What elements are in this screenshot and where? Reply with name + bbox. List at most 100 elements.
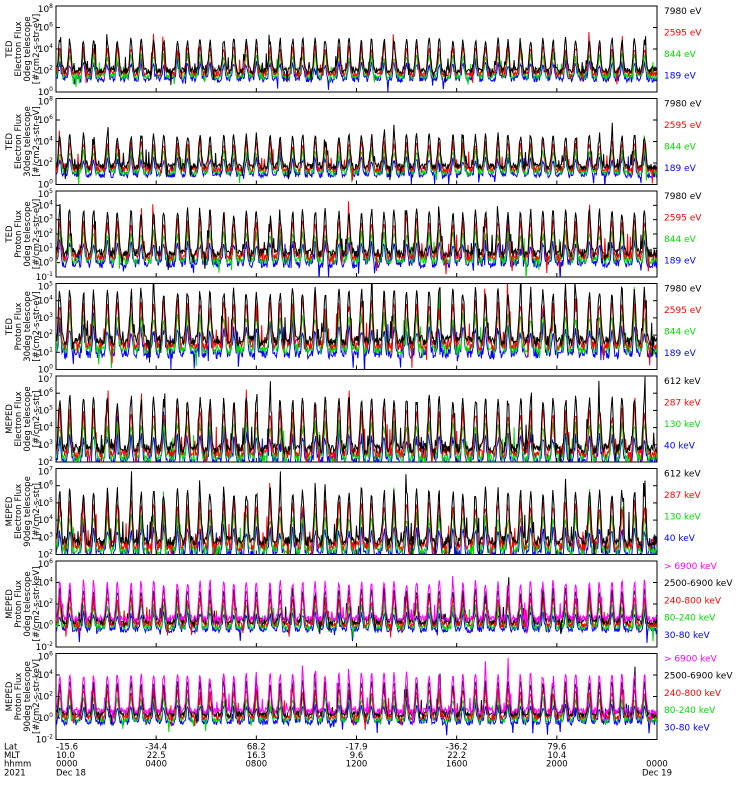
flux-trace [56,482,657,555]
x-tick-label: 16.3 [247,751,266,761]
y-axis-label: MEPED [5,404,15,434]
flux-trace [56,657,657,726]
x-tick-label: 2000 [546,760,568,770]
y-axis-label: [#/cm2-s-str] [32,391,42,448]
y-tick-label: 108 [38,3,53,15]
x-tick-label: 79.6 [547,743,566,753]
y-axis-label: 0deg telescope [23,571,33,636]
y-axis-label: [#/cm2-s-str-eV] [32,199,42,269]
channel-legend-label: > 6900 keV [664,562,718,572]
trace-group [56,657,657,736]
flux-trace [56,575,657,634]
y-axis-label: MEPED [5,496,15,526]
channel-legend-label: 2595 eV [664,306,702,316]
channel-legend-label: 40 keV [664,534,696,544]
x-tick-label: 68.2 [247,743,266,753]
y-axis-label: [#/cm2-s-str-keV] [32,659,42,734]
y-axis-label: Electron Flux [14,484,24,539]
flux-trace [56,135,657,185]
y-axis-label: MEPED [5,681,15,711]
y-tick-label: 105 [38,281,53,293]
channel-legend-label: 2500-6900 keV [664,579,733,589]
y-axis-label: [#/cm2-s-str-keV] [32,567,42,642]
flux-trace [56,34,657,86]
y-axis-label: Proton Flux [14,303,24,351]
channel-legend-label: > 6900 keV [664,655,718,665]
y-axis-label: [#/cm2-s-str-eV] [32,291,42,361]
x-tick-label: Dec 19 [642,768,672,778]
y-axis-label: 30deg telescope [23,291,33,362]
channel-legend-label: 189 eV [664,164,697,174]
channel-legend-label: 130 keV [664,420,701,430]
trace-group [56,575,657,643]
y-axis-label: [#/cm2-s-str-eV] [32,14,42,84]
channel-legend-label: 7980 eV [664,192,702,202]
x-tick-label: 22.5 [147,751,166,761]
x-axis-row-label: MLT [4,751,21,761]
x-tick-label: -36.2 [446,743,468,753]
channel-legend-label: 30-80 keV [664,631,710,641]
y-axis-label: Electron Flux [14,391,24,446]
y-axis-label: 30deg telescope [23,106,33,177]
channel-legend-label: 240-800 keV [664,596,722,606]
channel-legend-label: 7980 eV [664,7,702,17]
flux-trace [56,283,657,363]
flux-trace [56,471,657,555]
channel-legend-label: 30-80 keV [664,723,710,733]
channel-legend-label: 130 keV [664,513,701,523]
flux-trace [56,204,657,271]
channel-legend-label: 612 keV [664,377,701,387]
y-axis-label: Proton Flux [14,580,24,628]
channel-legend-label: 2500-6900 keV [664,672,733,682]
y-axis-label: Electron Flux [14,114,24,169]
y-axis-label: Electron Flux [14,21,24,76]
x-tick-label: 0400 [145,760,167,770]
flux-trace [56,283,657,368]
channel-legend-label: 189 eV [664,257,697,267]
flux-trace [56,589,657,638]
channel-legend-label: 287 keV [664,491,701,501]
x-tick-label: 9.6 [350,751,364,761]
channel-legend-label: 189 eV [664,72,697,82]
flux-trace [56,219,657,277]
y-axis-label: Proton Flux [14,673,24,721]
channel-legend-label: 40 keV [664,442,696,452]
y-tick-label: 105 [38,188,53,200]
y-axis-label: TED [5,132,15,151]
y-tick-label: 107 [38,466,53,478]
x-axis-row-label: Lat [4,743,18,753]
x-tick-label: 1600 [446,760,468,770]
y-axis-label: Proton Flux [14,210,24,258]
flux-trace [56,122,657,181]
x-axis-row-label: hhmm [4,760,31,770]
y-axis-label: MEPED [5,589,15,619]
x-tick-label: 10.0 [56,751,75,761]
trace-group [56,471,657,555]
trace-group [56,31,657,92]
x-tick-label: -17.9 [346,743,368,753]
x-tick-label: 0800 [246,760,268,770]
x-tick-label: 1200 [346,760,368,770]
channel-legend-label: 7980 eV [664,100,702,110]
channel-legend-label: 844 eV [664,328,697,338]
channel-legend-label: 287 keV [664,399,701,409]
y-axis-label: TED [5,40,15,59]
x-tick-label: Dec 18 [56,768,86,778]
channel-legend-label: 7980 eV [664,285,702,295]
x-tick-label: -15.6 [56,743,78,753]
y-axis-label: 0deg telescope [23,386,33,451]
trace-group [56,201,657,277]
channel-legend-label: 844 eV [664,143,697,153]
y-axis-label: 90deg telescope [23,661,33,732]
y-tick-label: 10-2 [36,734,54,746]
channel-legend-label: 612 keV [664,470,701,480]
channel-legend-label: 240-800 keV [664,689,722,699]
x-tick-label: 0000 [56,760,78,770]
x-tick-label: 22.2 [447,751,466,761]
x-tick-label: 10.4 [547,751,566,761]
